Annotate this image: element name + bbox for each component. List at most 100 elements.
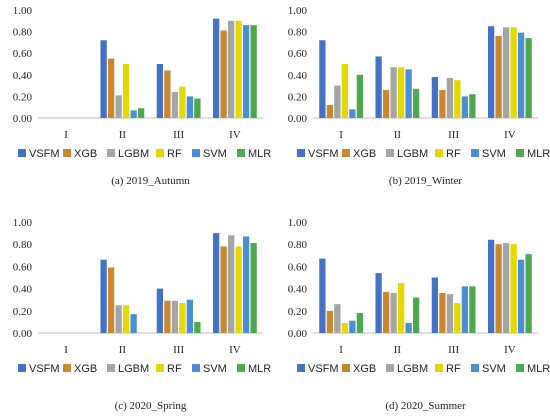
- x-tick-label: IV: [504, 344, 516, 356]
- bar-xgb-iii: [164, 70, 171, 118]
- legend-swatch: [156, 149, 164, 157]
- bar-svm-ii: [405, 323, 412, 333]
- bar-svm-iv: [242, 25, 250, 118]
- panel-caption: (b) 2019_Winter: [389, 175, 463, 187]
- legend-label: VSFM: [308, 148, 339, 160]
- x-tick-label: IV: [504, 129, 516, 141]
- legend-swatch: [297, 149, 305, 157]
- bar-xgb-iv: [220, 30, 227, 118]
- bar-svm-iii: [461, 96, 469, 118]
- legend-item-lgbm: LGBM: [386, 148, 428, 160]
- bar-svm-iii: [186, 96, 194, 118]
- y-tick-label: 0.80: [13, 239, 33, 251]
- legend-label: LGBM: [118, 363, 149, 375]
- bar-rf-i: [341, 64, 349, 118]
- bar-xgb-ii: [107, 267, 115, 333]
- bar-xgb-iv: [495, 244, 502, 333]
- y-tick-label: 1.00: [288, 5, 308, 17]
- bar-xgb-iv: [495, 35, 502, 118]
- legend-item-rf: RF: [435, 148, 461, 160]
- bar-lgbm-i: [334, 85, 341, 118]
- bar-vsfm-i: [319, 258, 326, 333]
- legend-swatch: [516, 149, 524, 157]
- legend-label: XGB: [353, 363, 376, 375]
- x-tick-label: III: [173, 344, 184, 356]
- bar-mlr-i: [356, 313, 364, 333]
- bar-rf-iv: [235, 246, 242, 333]
- legend: VSFM XGB LGBM RF SVM MLR: [18, 363, 271, 375]
- bar-rf-iv: [510, 244, 517, 333]
- bar-xgb-ii: [107, 58, 115, 118]
- bar-mlr-iii: [469, 286, 476, 333]
- bar-vsfm-iv: [487, 26, 495, 119]
- legend-swatch: [107, 364, 115, 372]
- bar-lgbm-ii: [390, 67, 397, 118]
- bar-mlr-iv: [525, 254, 532, 333]
- legend-item-vsfm: VSFM: [297, 148, 339, 160]
- y-tick-label: 0.40: [288, 284, 308, 296]
- legend-swatch: [237, 364, 245, 372]
- bar-xgb-iii: [439, 89, 446, 118]
- panel-caption: (a) 2019_Autumn: [111, 175, 190, 187]
- bar-mlr-ii: [412, 297, 420, 333]
- legend-label: LGBM: [118, 148, 149, 160]
- bar-vsfm-iv: [487, 239, 495, 333]
- legend-label: SVM: [203, 363, 227, 375]
- bar-mlr-iii: [194, 321, 201, 333]
- panel-caption: (c) 2020_Spring: [115, 400, 187, 412]
- legend-label: VSFM: [29, 363, 60, 375]
- legend-item-lgbm: LGBM: [107, 148, 149, 160]
- legend-swatch: [192, 364, 200, 372]
- legend-swatch: [471, 149, 479, 157]
- bar-rf-ii: [397, 283, 405, 333]
- bar-lgbm-ii: [115, 305, 122, 333]
- bar-svm-iv: [242, 236, 250, 333]
- bar-lgbm-iv: [227, 235, 235, 333]
- legend-label: LGBM: [397, 363, 428, 375]
- x-tick-label: II: [119, 344, 127, 356]
- bar-lgbm-i: [334, 304, 341, 333]
- bar-vsfm-iii: [156, 288, 164, 333]
- bar-xgb-i: [326, 310, 334, 333]
- legend-label: RF: [446, 363, 461, 375]
- bar-vsfm-ii: [375, 273, 382, 333]
- y-tick-label: 0.20: [13, 91, 33, 103]
- bar-svm-iv: [517, 32, 525, 118]
- bar-lgbm-ii: [390, 293, 397, 333]
- bar-rf-iii: [454, 80, 461, 118]
- legend-label: MLR: [527, 148, 550, 160]
- bar-rf-iii: [179, 303, 186, 333]
- legend-label: LGBM: [397, 148, 428, 160]
- bar-mlr-i: [356, 74, 364, 118]
- bar-lgbm-ii: [115, 95, 122, 118]
- bar-svm-ii: [405, 69, 412, 118]
- legend-item-rf: RF: [156, 148, 182, 160]
- y-tick-label: 0.40: [288, 70, 308, 82]
- y-tick-label: 0.40: [13, 284, 33, 296]
- bar-lgbm-iii: [446, 78, 454, 118]
- legend-swatch: [516, 364, 524, 372]
- legend-label: VSFM: [29, 148, 60, 160]
- legend-swatch: [386, 364, 394, 372]
- legend-label: XGB: [353, 148, 376, 160]
- bar-rf-iv: [510, 27, 517, 119]
- legend-label: MLR: [527, 363, 550, 375]
- y-tick-label: 0.00: [288, 113, 308, 125]
- legend-item-xgb: XGB: [342, 363, 376, 375]
- bar-lgbm-iv: [227, 20, 235, 118]
- legend-label: SVM: [482, 148, 506, 160]
- bar-svm-iv: [517, 259, 525, 333]
- bar-lgbm-iv: [502, 27, 510, 119]
- y-tick-label: 0.00: [288, 328, 308, 340]
- y-tick-label: 0.20: [13, 306, 33, 318]
- bar-vsfm-ii: [375, 56, 382, 118]
- bar-rf-ii: [122, 305, 130, 333]
- bar-vsfm-ii: [100, 259, 107, 333]
- legend-label: MLR: [248, 148, 271, 160]
- x-tick-label: I: [339, 129, 343, 141]
- y-tick-label: 0.80: [13, 27, 33, 39]
- legend-swatch: [342, 364, 350, 372]
- legend-label: SVM: [482, 363, 506, 375]
